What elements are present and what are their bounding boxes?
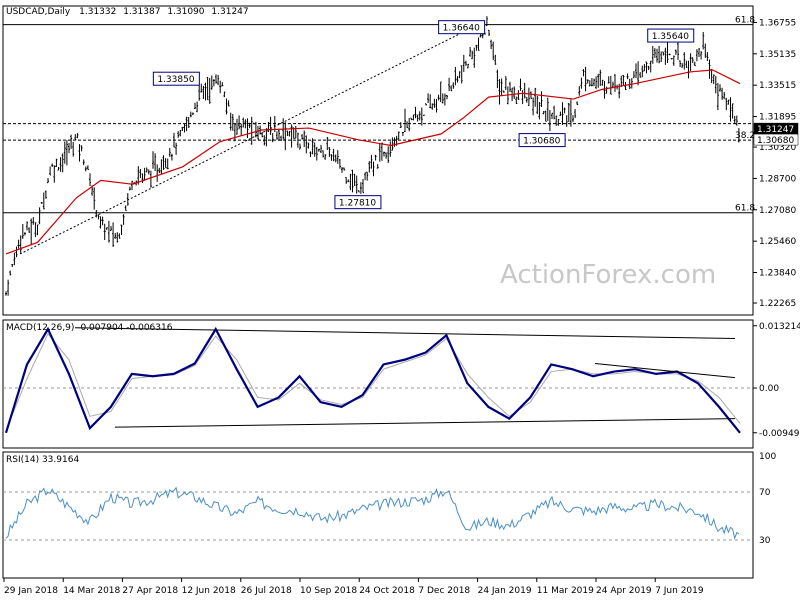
rsi-tick-label: 70	[759, 488, 771, 498]
price-series	[5, 16, 741, 296]
macd-upper-trend-line	[74, 327, 736, 340]
moving-average-line	[5, 69, 741, 255]
price-tick-label: 1.28700	[759, 174, 796, 184]
fib-level-label: 38.2	[735, 131, 755, 141]
price-tick-label: 1.31895	[759, 113, 796, 123]
low-value: 1.31090	[167, 7, 204, 17]
x-tick-label: 10 Sep 2018	[300, 586, 357, 596]
rsi-line	[5, 486, 740, 540]
x-tick-label: 24 Jan 2019	[478, 586, 532, 596]
macd-tick-label: 0.013214	[759, 322, 800, 332]
fib-level-label: 61.8	[735, 16, 755, 26]
x-tick-label: 29 Jan 2018	[4, 586, 58, 596]
price-annotation-label: 1.33850	[157, 75, 194, 85]
rsi-series	[3, 486, 753, 541]
price-annotation-box	[647, 28, 695, 43]
macd-panel-frame	[2, 319, 754, 449]
price-tick-label: 1.25460	[759, 237, 796, 247]
price-annotation-box	[334, 195, 382, 210]
price-axis-marker	[753, 133, 799, 146]
x-tick-label: 7 Jun 2019	[655, 586, 704, 596]
price-tick-label: 1.22265	[759, 299, 796, 309]
x-tick-label: 26 Jul 2018	[241, 586, 292, 596]
axes: 1.36755 1.35135 1.33515 1.31895 1.30320 1.287…	[3, 18, 800, 596]
price-panel-header: USDCAD,Daily 1.31332 1.31387 1.31090 1.3…	[6, 7, 249, 17]
price-axis-marker-label: 1.31247	[757, 125, 794, 135]
x-tick-label: 27 Apr 2018	[122, 586, 178, 596]
close-value: 1.31247	[211, 7, 248, 17]
price-annotation-label: 1.36640	[443, 24, 480, 34]
x-tick-label: 14 Mar 2018	[63, 586, 120, 596]
macd-line	[4, 326, 741, 434]
x-tick-label: 12 Jun 2018	[182, 586, 236, 596]
high-value: 1.31387	[123, 7, 160, 17]
rsi-panel-frame	[2, 451, 754, 579]
price-tick-label: 1.33515	[759, 81, 796, 91]
macd-tick-label: 0.00	[759, 384, 779, 394]
price-annotations: 1.33850 1.36640 1.27810 1.30680 1.35640	[152, 20, 695, 210]
rsi-panel-header: RSI(14) 33.9164	[6, 455, 79, 465]
x-tick-label: 7 Dec 2018	[418, 586, 470, 596]
rsi-tick-label: 100	[759, 452, 776, 462]
price-tick-label: 1.23840	[759, 269, 796, 279]
x-tick-label: 11 Mar 2019	[537, 586, 594, 596]
macd-tick-label: -0.009496	[759, 429, 800, 439]
x-tick-label: 24 Apr 2019	[596, 586, 652, 596]
macd-short-trend-line	[594, 363, 736, 379]
price-tick-label: 1.36755	[759, 18, 796, 28]
watermark: ActionForex.com	[500, 260, 716, 290]
x-tick-label: 24 Oct 2018	[359, 586, 415, 596]
price-annotation-label: 1.27810	[339, 199, 376, 209]
price-tick-label: 1.35135	[759, 50, 796, 60]
fib-level-label: 61.8	[735, 204, 755, 214]
price-levels: 61.8 61.8 38.2	[3, 16, 755, 255]
price-annotation-label: 1.35640	[652, 32, 689, 42]
macd-lower-trend-line	[114, 418, 736, 428]
macd-series	[3, 326, 753, 434]
price-annotation-label: 1.30680	[523, 137, 560, 147]
rsi-tick-label: 30	[759, 536, 771, 546]
price-tick-label: 1.30320	[759, 143, 796, 153]
symbol-label: USDCAD,Daily	[6, 7, 71, 17]
macd-signal-line	[5, 332, 741, 431]
open-value: 1.31332	[79, 7, 116, 17]
price-axis-marker-label: 1.30680	[757, 136, 794, 146]
price-annotation-box	[518, 133, 566, 148]
price-tick-label: 1.27080	[759, 206, 796, 216]
price-panel-frame	[2, 5, 754, 316]
price-annotation-box	[152, 71, 200, 86]
price-annotation-box	[438, 20, 486, 35]
